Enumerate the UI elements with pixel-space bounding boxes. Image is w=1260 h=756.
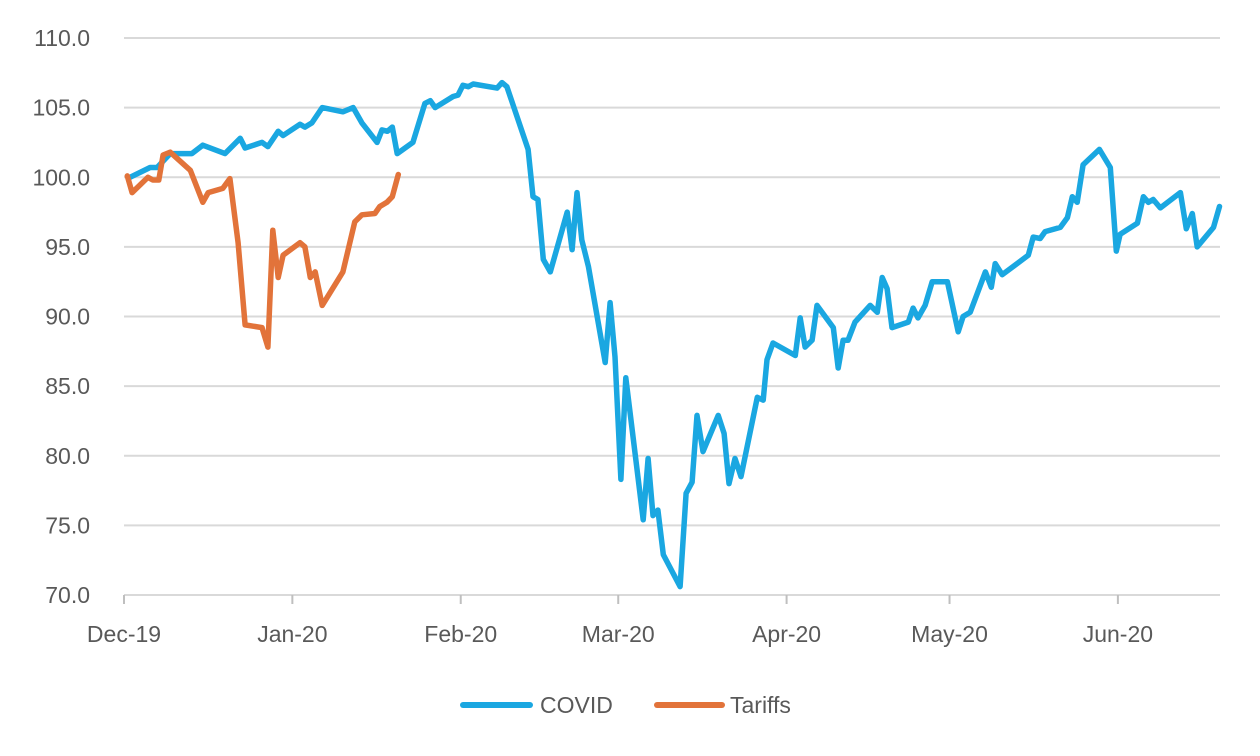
x-axis: Dec-19 Jan-20 Feb-20 Mar-20 Apr-20 May-20 Jun-… bbox=[87, 595, 1153, 647]
legend-label-tariffs: Tariffs bbox=[730, 692, 791, 718]
legend: COVID Tariffs bbox=[460, 692, 791, 718]
y-tick-label: 80.0 bbox=[45, 443, 90, 469]
y-tick-label: 90.0 bbox=[45, 304, 90, 330]
x-tick-label: Mar-20 bbox=[582, 621, 655, 647]
y-tick-label: 105.0 bbox=[32, 95, 90, 121]
y-tick-label: 85.0 bbox=[45, 373, 90, 399]
y-tick-label: 70.0 bbox=[45, 582, 90, 608]
legend-label-covid: COVID bbox=[540, 692, 613, 718]
y-tick-label: 100.0 bbox=[32, 164, 90, 190]
series-line-covid bbox=[127, 79, 1223, 590]
x-tick-label: Feb-20 bbox=[424, 621, 497, 647]
series-lines bbox=[124, 79, 1223, 590]
x-tick-label: Apr-20 bbox=[752, 621, 821, 647]
y-axis-tick-labels: 70.0 75.0 80.0 85.0 90.0 95.0 100.0 105.0 110.0 bbox=[32, 25, 90, 608]
x-tick-label: Jun-20 bbox=[1083, 621, 1153, 647]
x-tick-label: Dec-19 bbox=[87, 621, 161, 647]
y-tick-label: 110.0 bbox=[34, 25, 90, 51]
legend-item-covid[interactable]: COVID bbox=[460, 692, 613, 718]
y-tick-label: 95.0 bbox=[45, 234, 90, 260]
legend-item-tariffs[interactable]: Tariffs bbox=[654, 692, 791, 718]
y-tick-label: 75.0 bbox=[45, 512, 90, 538]
series-line-tariffs bbox=[124, 149, 402, 350]
gridlines bbox=[124, 37, 1220, 596]
x-tick-label: Jan-20 bbox=[257, 621, 327, 647]
x-tick-label: May-20 bbox=[911, 621, 988, 647]
